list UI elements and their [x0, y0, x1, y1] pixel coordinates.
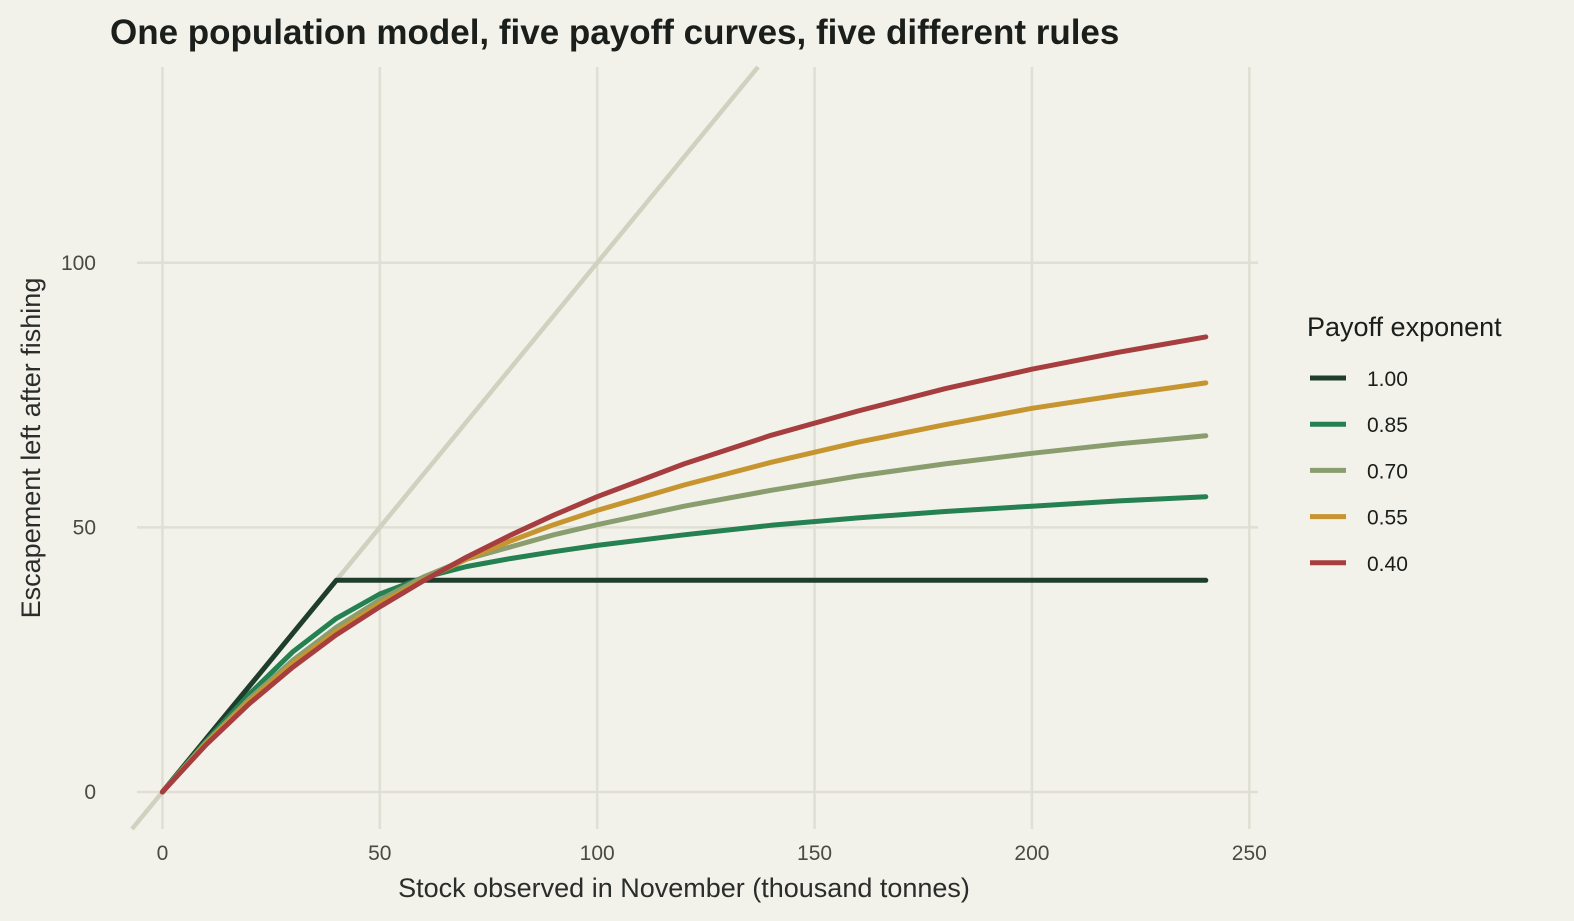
- y-tick-label: 0: [84, 781, 96, 804]
- series-line-0.70: [159, 433, 1209, 795]
- y-axis-title: Escapement left after fishing: [16, 278, 46, 619]
- chart-title: One population model, five payoff curves…: [110, 13, 1119, 52]
- series-line-0.55: [159, 380, 1209, 795]
- legend-label-0.55: 0.55: [1367, 507, 1408, 530]
- x-tick-label: 100: [580, 842, 615, 865]
- x-axis-ticks: 0 50 100 150 200 250: [157, 842, 1267, 865]
- series-line-0.40: [159, 334, 1209, 795]
- legend-title: Payoff exponent: [1307, 312, 1502, 342]
- x-axis-title: Stock observed in November (thousand ton…: [398, 873, 970, 903]
- legend-label-0.40: 0.40: [1367, 553, 1408, 576]
- series-lines: [159, 334, 1209, 795]
- grid: [137, 67, 1258, 829]
- y-tick-label: 50: [73, 516, 96, 539]
- x-tick-label: 50: [368, 842, 391, 865]
- x-tick-label: 250: [1232, 842, 1267, 865]
- y-tick-label: 100: [61, 252, 96, 275]
- x-tick-label: 0: [157, 842, 169, 865]
- legend-label-0.70: 0.70: [1367, 460, 1408, 483]
- legend-label-0.85: 0.85: [1367, 414, 1408, 437]
- y-axis-ticks: 0 50 100: [61, 252, 96, 804]
- x-tick-label: 200: [1014, 842, 1049, 865]
- series-line-0.85: [159, 494, 1209, 795]
- x-tick-label: 150: [797, 842, 832, 865]
- series-line-1.00: [159, 577, 1209, 795]
- legend: Payoff exponent 1.00 0.85 0.70 0.55 0.40: [1307, 312, 1502, 576]
- legend-label-1.00: 1.00: [1367, 368, 1408, 391]
